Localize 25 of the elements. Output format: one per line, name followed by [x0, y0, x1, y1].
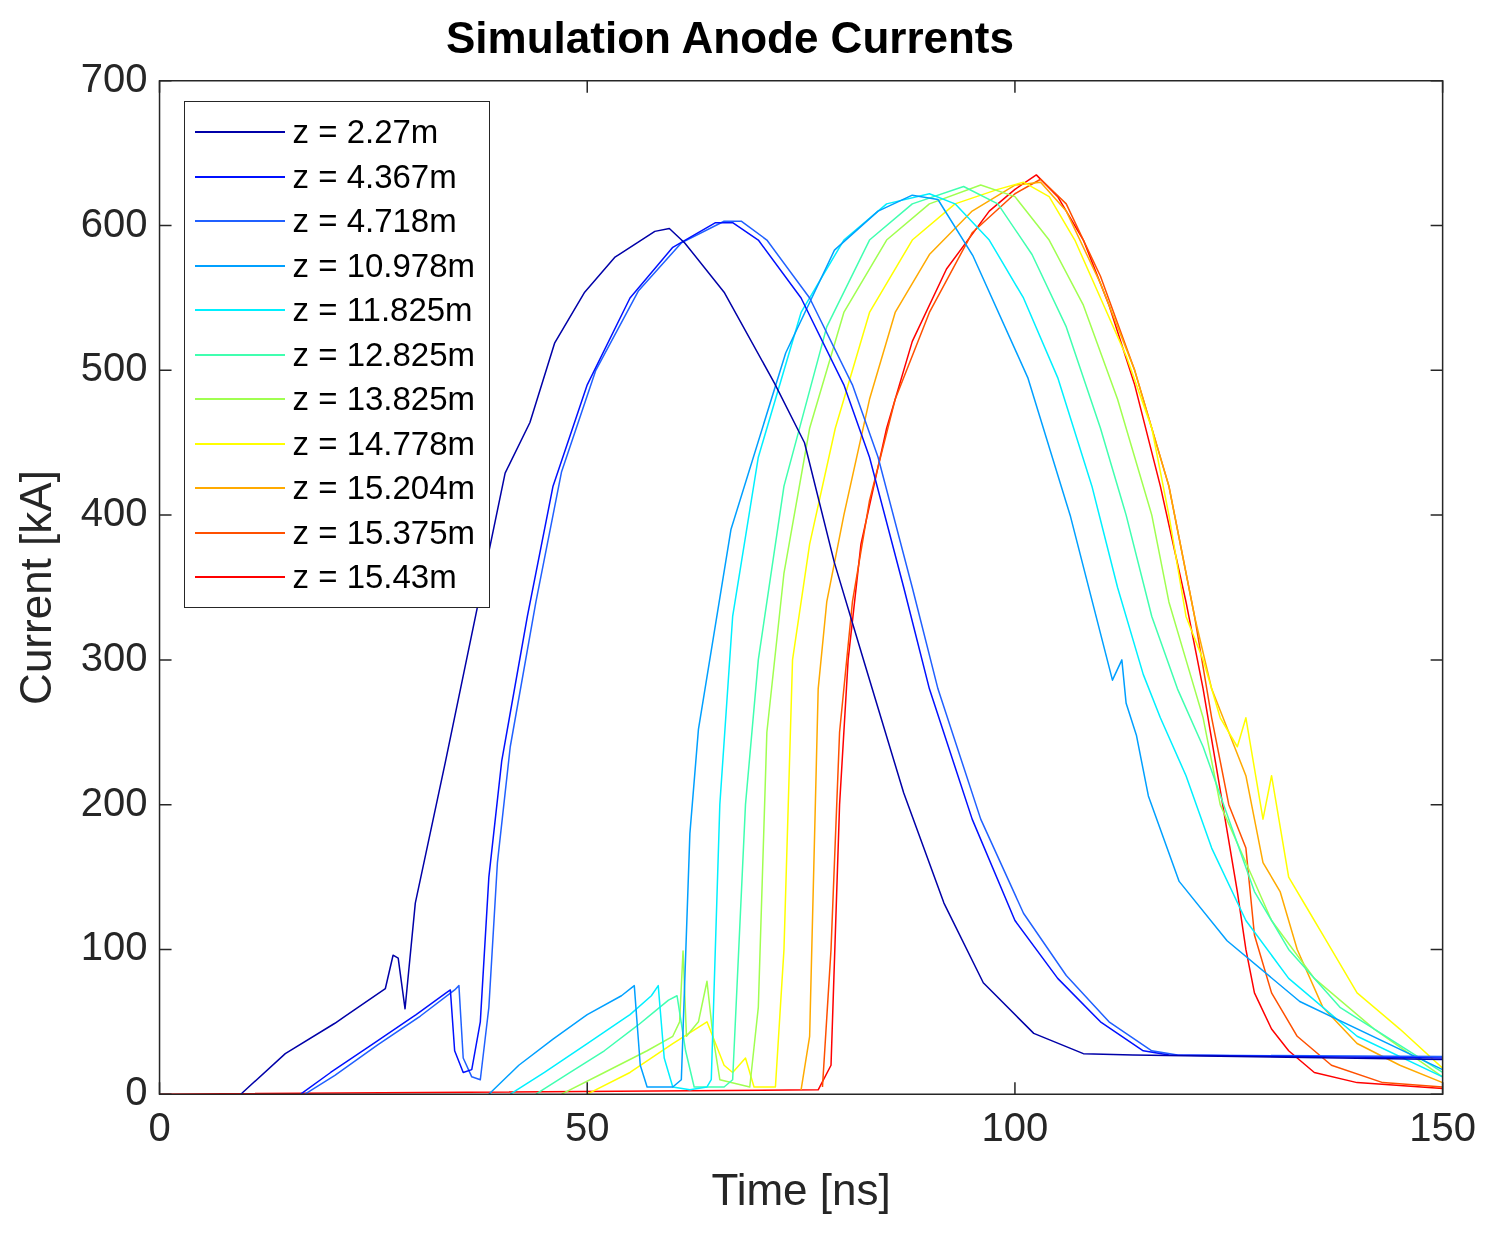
- legend-label: z = 15.43m: [292, 558, 457, 597]
- legend-label: z = 4.718m: [292, 202, 457, 241]
- y-tick-label: 0: [125, 1069, 148, 1114]
- x-axis-title: Time [ns]: [711, 1164, 891, 1214]
- y-tick-label: 700: [80, 55, 148, 100]
- legend-label: z = 10.978m: [292, 246, 476, 285]
- y-tick-label: 200: [80, 779, 148, 824]
- legend-label: z = 4.367m: [292, 157, 457, 196]
- legend-label: z = 15.204m: [292, 469, 476, 508]
- legend-label: z = 14.778m: [292, 424, 476, 463]
- y-tick-label: 400: [80, 490, 148, 535]
- y-tick-label: 600: [80, 200, 148, 245]
- y-axis-title: Current [kA]: [10, 470, 60, 705]
- x-tick-label: 50: [564, 1105, 610, 1150]
- y-tick-label: 300: [80, 634, 148, 679]
- legend-label: z = 11.825m: [292, 291, 473, 330]
- x-tick-label: 100: [981, 1105, 1049, 1150]
- legend-label: z = 2.27m: [292, 113, 439, 152]
- y-tick-label: 100: [80, 924, 148, 969]
- legend-label: z = 15.375m: [292, 513, 476, 552]
- legend-label: z = 13.825m: [292, 380, 476, 419]
- chart-title: Simulation Anode Currents: [446, 12, 1014, 62]
- x-tick-label: 150: [1409, 1105, 1477, 1150]
- legend-label: z = 12.825m: [292, 335, 476, 374]
- y-tick-label: 500: [80, 345, 148, 390]
